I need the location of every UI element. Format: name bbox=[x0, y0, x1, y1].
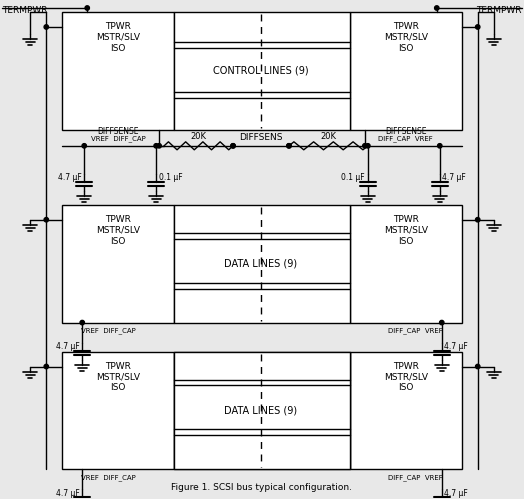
Text: 4.7 µF: 4.7 µF bbox=[57, 489, 80, 498]
Circle shape bbox=[287, 144, 291, 148]
Circle shape bbox=[85, 6, 90, 10]
Bar bbox=[350, 12, 462, 130]
Circle shape bbox=[287, 144, 291, 148]
Text: TERMPWR: TERMPWR bbox=[476, 6, 522, 15]
Bar bbox=[350, 351, 462, 470]
Text: DIFF_CAP  VREF: DIFF_CAP VREF bbox=[378, 135, 433, 142]
Bar bbox=[174, 12, 350, 130]
Circle shape bbox=[366, 144, 370, 148]
Bar bbox=[62, 12, 174, 130]
Text: DIFFSENSE: DIFFSENSE bbox=[385, 127, 427, 136]
Text: MSTR/SLV: MSTR/SLV bbox=[96, 33, 140, 42]
Circle shape bbox=[438, 144, 442, 148]
Text: TERMPWR: TERMPWR bbox=[2, 6, 48, 15]
Text: ISO: ISO bbox=[398, 237, 413, 246]
Circle shape bbox=[44, 25, 49, 29]
Text: MSTR/SLV: MSTR/SLV bbox=[384, 373, 428, 382]
Bar bbox=[174, 351, 350, 470]
Text: 20K: 20K bbox=[191, 132, 206, 141]
Text: TPWR: TPWR bbox=[393, 215, 419, 224]
Text: ISO: ISO bbox=[111, 44, 126, 53]
Text: CONTROL LINES (9): CONTROL LINES (9) bbox=[213, 66, 309, 76]
Circle shape bbox=[231, 144, 235, 148]
Circle shape bbox=[475, 364, 480, 369]
Circle shape bbox=[44, 218, 49, 222]
Text: ISO: ISO bbox=[398, 44, 413, 53]
Text: 4.7 µF: 4.7 µF bbox=[57, 342, 80, 351]
Bar bbox=[350, 205, 462, 322]
Text: 4.7 µF: 4.7 µF bbox=[444, 489, 467, 498]
Bar bbox=[62, 351, 174, 470]
Text: TPWR: TPWR bbox=[105, 362, 131, 371]
Circle shape bbox=[80, 320, 84, 325]
Circle shape bbox=[231, 144, 235, 148]
Text: Figure 1. SCSI bus typical configuration.: Figure 1. SCSI bus typical configuration… bbox=[170, 484, 352, 493]
Text: MSTR/SLV: MSTR/SLV bbox=[96, 373, 140, 382]
Text: 4.7 µF: 4.7 µF bbox=[442, 173, 466, 182]
Text: DIFFSENS: DIFFSENS bbox=[239, 133, 283, 142]
Circle shape bbox=[82, 144, 86, 148]
Text: VREF  DIFF_CAP: VREF DIFF_CAP bbox=[81, 474, 136, 481]
Text: DIFFSENSE: DIFFSENSE bbox=[97, 127, 139, 136]
Circle shape bbox=[440, 320, 444, 325]
Circle shape bbox=[475, 218, 480, 222]
Text: 4.7 µF: 4.7 µF bbox=[444, 342, 467, 351]
Text: ISO: ISO bbox=[111, 237, 126, 246]
Text: DATA LINES (9): DATA LINES (9) bbox=[224, 258, 298, 268]
Bar bbox=[62, 205, 174, 322]
Circle shape bbox=[154, 144, 158, 148]
Text: VREF  DIFF_CAP: VREF DIFF_CAP bbox=[91, 135, 146, 142]
Text: MSTR/SLV: MSTR/SLV bbox=[96, 226, 140, 235]
Text: 0.1 µF: 0.1 µF bbox=[159, 173, 183, 182]
Text: 4.7 µF: 4.7 µF bbox=[58, 173, 82, 182]
Circle shape bbox=[434, 6, 439, 10]
Text: DIFF_CAP  VREF: DIFF_CAP VREF bbox=[388, 474, 443, 481]
Bar bbox=[174, 205, 350, 322]
Circle shape bbox=[157, 144, 161, 148]
Text: TPWR: TPWR bbox=[393, 22, 419, 31]
Text: TPWR: TPWR bbox=[105, 22, 131, 31]
Text: 0.1 µF: 0.1 µF bbox=[341, 173, 365, 182]
Text: 20K: 20K bbox=[320, 132, 336, 141]
Circle shape bbox=[44, 364, 49, 369]
Text: DATA LINES (9): DATA LINES (9) bbox=[224, 406, 298, 416]
Text: MSTR/SLV: MSTR/SLV bbox=[384, 33, 428, 42]
Bar bbox=[174, 351, 350, 470]
Text: DIFF_CAP  VREF: DIFF_CAP VREF bbox=[388, 327, 443, 334]
Text: TPWR: TPWR bbox=[105, 215, 131, 224]
Text: VREF  DIFF_CAP: VREF DIFF_CAP bbox=[81, 327, 136, 334]
Circle shape bbox=[475, 25, 480, 29]
Text: MSTR/SLV: MSTR/SLV bbox=[384, 226, 428, 235]
Circle shape bbox=[363, 144, 367, 148]
Text: ISO: ISO bbox=[398, 384, 413, 393]
Text: TPWR: TPWR bbox=[393, 362, 419, 371]
Text: ISO: ISO bbox=[111, 384, 126, 393]
